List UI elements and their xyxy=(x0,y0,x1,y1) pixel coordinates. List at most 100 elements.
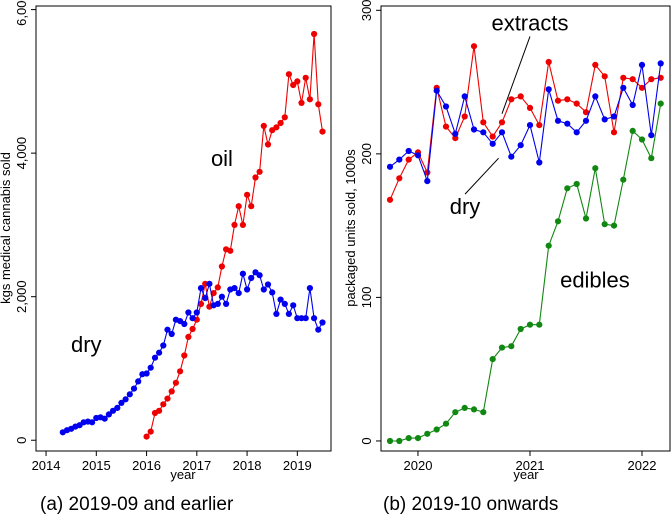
panel-a-annotations: oil dry xyxy=(71,146,233,357)
data-point-edibles xyxy=(480,409,487,416)
data-point-edibles xyxy=(554,218,562,225)
series-edibles xyxy=(386,100,664,445)
data-point-dry xyxy=(231,285,238,292)
panel-b-y-axis-label: packaged units sold, 1000s xyxy=(343,149,358,307)
panel-b-x-ticks: 2020 2021 2022 xyxy=(404,451,656,473)
data-point-dry xyxy=(315,326,322,333)
data-point-extracts xyxy=(582,109,590,116)
data-point-dry xyxy=(290,302,297,309)
data-point-oil xyxy=(214,284,221,291)
y-tick-label-200: 200 xyxy=(359,143,374,165)
series-line-oil xyxy=(146,33,324,437)
data-point-oil xyxy=(277,119,284,127)
series-dry xyxy=(59,269,326,436)
data-point-oil xyxy=(164,395,171,402)
data-point-dry xyxy=(620,84,627,91)
data-point-dry xyxy=(517,142,524,149)
series-line-dry xyxy=(389,63,662,182)
annotation-label-dry: dry xyxy=(71,332,102,357)
data-point-oil xyxy=(231,221,238,228)
data-point-dry xyxy=(89,419,96,426)
data-point-dry xyxy=(223,300,230,307)
data-point-dry xyxy=(185,309,192,316)
panel-b-caption: (b) 2019-10 onwards xyxy=(383,494,558,515)
data-point-dry xyxy=(105,411,112,418)
data-point-oil xyxy=(235,203,242,210)
annotation-pointer-dry xyxy=(464,157,499,195)
data-point-extracts xyxy=(386,196,394,203)
data-point-edibles xyxy=(592,165,599,172)
x-tick-label-2020: 2020 xyxy=(404,458,433,473)
data-point-edibles xyxy=(564,185,571,192)
data-point-dry xyxy=(396,156,403,163)
data-point-dry xyxy=(164,326,171,333)
data-point-dry xyxy=(554,117,562,124)
data-point-dry xyxy=(218,293,225,300)
data-point-oil xyxy=(143,433,150,440)
y-tick-label-2-000: 2,000 xyxy=(14,280,29,313)
data-point-extracts xyxy=(498,119,506,126)
data-point-edibles xyxy=(620,176,627,183)
x-tick-label-2018: 2018 xyxy=(233,458,262,473)
panel-a-frame xyxy=(35,5,332,452)
annotation-label-oil: oil xyxy=(211,146,233,171)
data-point-dry xyxy=(601,116,608,123)
data-point-extracts xyxy=(648,76,655,83)
data-point-dry xyxy=(244,286,251,293)
panel-a-oil-dry: 2014 2015 2016 2017 2018 2019 0 2,000 4,000 6,00… xyxy=(0,0,332,515)
data-point-oil xyxy=(298,99,305,106)
data-point-edibles xyxy=(526,321,534,328)
data-point-dry xyxy=(424,178,431,185)
data-point-oil xyxy=(181,352,188,359)
data-point-oil xyxy=(248,203,255,210)
data-point-dry xyxy=(638,61,646,68)
data-point-dry xyxy=(281,300,288,307)
data-point-dry xyxy=(526,122,534,129)
data-point-edibles xyxy=(405,435,412,442)
data-point-extracts xyxy=(536,122,543,129)
data-point-dry xyxy=(285,310,292,317)
data-point-dry xyxy=(461,93,468,100)
data-point-dry xyxy=(143,370,150,377)
data-point-edibles xyxy=(461,404,468,411)
panel-a-x-ticks: 2014 2015 2016 2017 2018 2019 xyxy=(32,451,312,473)
data-point-oil xyxy=(290,81,297,89)
data-point-extracts xyxy=(573,100,580,107)
annotation-label-dry: dry xyxy=(450,194,481,219)
data-point-dry xyxy=(206,280,213,287)
data-point-oil xyxy=(319,128,326,135)
data-point-edibles xyxy=(452,409,459,416)
data-point-dry xyxy=(156,349,163,356)
data-point-edibles xyxy=(386,437,394,445)
data-point-oil xyxy=(227,247,234,254)
data-point-dry xyxy=(256,272,263,279)
data-point-extracts xyxy=(620,74,627,81)
data-point-oil xyxy=(189,325,196,333)
panel-b-frame xyxy=(380,5,671,452)
data-point-dry xyxy=(202,295,209,302)
data-point-edibles xyxy=(508,343,515,350)
data-point-dry xyxy=(386,163,394,170)
y-tick-label-100: 100 xyxy=(359,287,374,309)
panel-a-y-axis-label: kgs medical cannabis sold xyxy=(0,152,13,304)
data-point-edibles xyxy=(648,155,655,162)
data-point-dry xyxy=(573,129,580,136)
data-point-dry xyxy=(536,159,543,166)
data-point-edibles xyxy=(470,406,478,413)
panel-a-y-ticks: 0 2,000 4,000 6,000 xyxy=(14,0,36,444)
data-point-dry xyxy=(147,364,154,371)
data-point-oil xyxy=(185,333,192,340)
data-point-oil xyxy=(273,124,280,131)
data-point-oil xyxy=(281,114,288,121)
data-point-oil xyxy=(177,368,184,375)
panel-b-x-axis-label: year xyxy=(513,467,539,482)
series-oil xyxy=(143,30,326,440)
data-point-oil xyxy=(294,78,301,85)
data-point-dry xyxy=(508,153,515,160)
series-line-dry xyxy=(62,271,323,433)
data-point-oil xyxy=(311,30,318,38)
data-point-dry xyxy=(545,86,552,93)
data-point-dry xyxy=(114,404,121,411)
data-point-oil xyxy=(168,388,175,395)
data-point-oil xyxy=(260,122,267,129)
